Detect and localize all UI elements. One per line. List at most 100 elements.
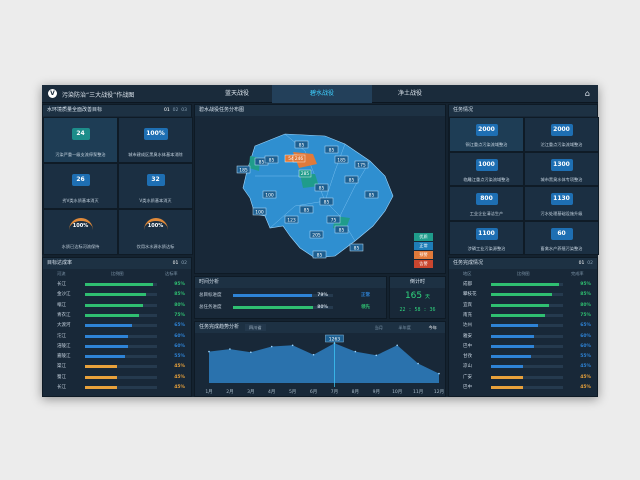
goal-label: 城市建成区黑臭水体基本消除 [128,152,183,157]
table-row[interactable]: 大渡河 65% [43,321,191,330]
map-marker[interactable]: 205 [309,230,324,238]
map-marker[interactable]: 100 [252,207,267,215]
table-row[interactable]: 成都 95% [449,280,597,289]
table-row[interactable]: 嘉陵江 55% [43,352,191,361]
map-marker[interactable]: 185 [334,155,349,163]
trend-area [209,343,439,383]
goal-card[interactable]: 100% 水质已达标河流保持 [43,209,118,255]
task-card[interactable]: 2000 沱江重点污染流域整治 [524,117,599,152]
goal-card[interactable]: 24 污染严重一级支流停泵整治 [43,117,118,163]
task-label: 铜江重点污染流域整治 [465,142,508,147]
pager[interactable]: 01 02 [578,261,593,266]
pager[interactable]: 01 02 03 [164,108,187,113]
table-row[interactable]: 凉山 45% [449,362,597,371]
home-icon[interactable]: ⌂ [584,89,590,98]
row-name: 凉山 [463,364,472,370]
table-row[interactable]: 蜀江 45% [43,373,191,382]
filter-month[interactable]: 当月 [374,325,383,330]
filter-year[interactable]: 今年 [428,325,437,330]
goal-card[interactable]: 100% 饮用水水源水质达标 [118,209,193,255]
progress-fill [85,365,118,369]
map-marker[interactable]: 75 [326,215,341,223]
task-card[interactable]: 1130 污水处理基础设施升级 [524,186,599,221]
task-card[interactable]: 1300 城市黑臭水体专项整治 [524,151,599,186]
trend-chart: 1月 2月 3月 4月 5月 6月 7月 8月 9月 10月 11月 12月 1263 [205,334,444,395]
goal-card[interactable]: 26 劣V类水质基本消灭 [43,163,118,209]
pager[interactable]: 01 02 [172,261,187,266]
task-status-panel: 任务情况 2000 铜江重点污染流域整治 2000 沱江重点污染流域整治 1000 临雕江… [448,104,599,255]
map-marker[interactable]: 175 [354,160,369,168]
map-marker[interactable]: 85 [364,190,379,198]
table-row[interactable]: 南充 75% [449,311,597,320]
map-marker[interactable]: 85 [334,225,349,233]
task-card[interactable]: 1100 涉磷工业污染源整治 [449,220,524,255]
table-row[interactable]: 长江 45% [43,383,191,392]
row-name: 青衣江 [57,312,71,318]
tab-clear-water[interactable]: 碧水战役 [272,85,372,103]
table-row[interactable]: 青衣江 75% [43,311,191,320]
table-row[interactable]: 雅安 60% [449,332,597,341]
province-map[interactable]: 85 185 85 85 85 185 175 85 85 85 85 75 100 100 123 205 8… [195,116,447,274]
row-rate: 95% [174,282,185,287]
table-row[interactable]: 达州 65% [449,321,597,330]
x-tick-label: 12月 [434,389,444,395]
filter-half-year[interactable]: 半年度 [398,325,411,330]
map-marker[interactable]: 85 [294,140,309,148]
map-marker[interactable]: 85 [312,250,327,258]
x-tick-label: 9月 [373,389,380,395]
goal-card[interactable]: 32 V类水质基本消灭 [118,163,193,209]
trend-point [438,372,440,375]
task-card[interactable]: 800 工业企业清洁生产 [449,186,524,221]
task-card[interactable]: 60 畜禽水产养殖污染整治 [524,220,599,255]
table-row[interactable]: 巴中 45% [449,383,597,392]
panel-header: 任务完成趋势分析 四川省 当月 半年度 今年 [195,322,445,333]
panel-title: 倒计时 [409,279,425,285]
goal-value: 100% [68,218,93,230]
table-row[interactable]: 长江 95% [43,280,191,289]
map-marker[interactable]: 185 [236,165,251,173]
map-marker[interactable]: 100 [262,190,277,198]
col-chart: 比例图 [517,271,530,276]
progress-track [85,355,157,359]
table-row[interactable]: 广安 45% [449,373,597,382]
table-row[interactable]: 沱江 60% [43,332,191,341]
task-card[interactable]: 2000 铜江重点污染流域整治 [449,117,524,152]
x-tick-label: 3月 [247,389,254,395]
table-row[interactable]: 涪陵江 60% [43,342,191,351]
progress-track [85,313,157,317]
tab-pure-soil[interactable]: 净土战役 [397,90,422,97]
table-row[interactable]: 宜宾 80% [449,301,597,310]
map-marker[interactable]: 85 [324,145,339,153]
water-goals-panel: 水环境质量全面改善目标 01 02 03 24 污染严重一级支流停泵整治 100% 城… [42,104,193,255]
table-row[interactable]: 巴中 60% [449,342,597,351]
map-marker[interactable]: 85 [314,183,329,191]
legend-alarm: 告警 [414,260,433,268]
task-card[interactable]: 1000 临雕江重点污染流域整治 [449,151,524,186]
panel-title: 碧水战役任务分布图 [199,107,245,113]
goal-card[interactable]: 100% 城市建成区黑臭水体基本消除 [118,117,193,163]
x-tick-label: 7月 [331,389,338,395]
map-marker-label: 85 [354,245,360,251]
map-marker[interactable]: 85 [349,243,364,251]
table-row[interactable]: 甘孜 55% [449,352,597,361]
map-marker[interactable]: 85 [344,175,359,183]
map-panel: 碧水战役任务分布图 85 185 85 85 85 185 175 85 85 85 85 75 100… [194,104,446,274]
progress-track [491,324,563,328]
map-marker[interactable]: 85 [264,155,279,163]
trend-point [250,351,252,353]
map-alert-marker[interactable]: 246 [292,154,306,163]
panel-header: 倒计时 [390,277,445,288]
map-marker[interactable]: 123 [284,215,299,223]
table-row[interactable]: 攀枝花 85% [449,290,597,299]
table-row[interactable]: 岷江 80% [43,301,191,310]
map-marker[interactable]: 85 [299,205,314,213]
map-alert-marker[interactable]: 285 [298,169,312,178]
tab-blue-sky[interactable]: 蓝天战役 [224,90,249,97]
map-marker[interactable]: 85 [319,197,334,205]
progress-track [491,386,563,389]
table-row[interactable]: 渠江 45% [43,362,191,371]
map-marker-label: 185 [337,157,346,163]
goal-value: 100% [143,218,168,230]
table-row[interactable]: 金沙江 85% [43,290,191,299]
region-select[interactable]: 四川省 [245,324,266,331]
